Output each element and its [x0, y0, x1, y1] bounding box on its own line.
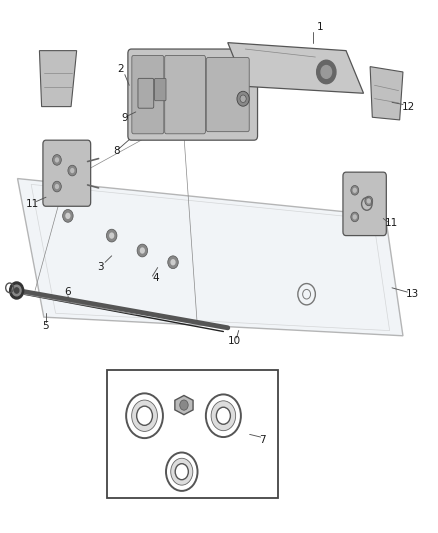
Text: 12: 12	[402, 102, 415, 111]
FancyBboxPatch shape	[165, 55, 205, 134]
Text: 11: 11	[385, 218, 398, 228]
Text: 4: 4	[152, 273, 159, 283]
Circle shape	[240, 95, 246, 102]
Text: 2: 2	[117, 64, 124, 74]
Circle shape	[351, 212, 359, 222]
Text: 10: 10	[228, 336, 241, 346]
Circle shape	[106, 229, 117, 242]
Circle shape	[70, 168, 74, 173]
Circle shape	[55, 157, 59, 163]
Circle shape	[12, 285, 21, 296]
Circle shape	[170, 259, 176, 265]
Circle shape	[53, 155, 61, 165]
FancyBboxPatch shape	[43, 140, 91, 206]
Circle shape	[65, 213, 71, 219]
Text: 8: 8	[113, 147, 120, 156]
Polygon shape	[18, 179, 403, 336]
Text: 5: 5	[42, 321, 49, 331]
Text: 7: 7	[259, 435, 266, 445]
Circle shape	[168, 256, 178, 269]
Circle shape	[237, 91, 249, 106]
Circle shape	[175, 464, 188, 480]
FancyBboxPatch shape	[206, 58, 249, 132]
Circle shape	[216, 407, 230, 424]
Text: 3: 3	[97, 262, 104, 271]
Circle shape	[10, 282, 24, 299]
Circle shape	[317, 60, 336, 84]
FancyBboxPatch shape	[155, 78, 166, 101]
Circle shape	[53, 181, 61, 192]
Circle shape	[351, 185, 359, 195]
Polygon shape	[175, 395, 193, 415]
Text: 11: 11	[26, 199, 39, 208]
Circle shape	[137, 406, 152, 425]
Text: 9: 9	[121, 114, 128, 123]
Circle shape	[367, 198, 371, 204]
Text: 1: 1	[316, 22, 323, 31]
Text: 6: 6	[64, 287, 71, 297]
Circle shape	[140, 247, 145, 254]
Circle shape	[211, 401, 236, 431]
Bar	[107, 370, 278, 498]
Polygon shape	[228, 43, 364, 93]
Circle shape	[55, 184, 59, 189]
Text: 13: 13	[406, 289, 419, 299]
Circle shape	[321, 66, 332, 78]
FancyBboxPatch shape	[132, 55, 164, 134]
Circle shape	[137, 244, 148, 257]
Circle shape	[63, 209, 73, 222]
FancyBboxPatch shape	[138, 78, 154, 108]
Circle shape	[180, 400, 188, 410]
Polygon shape	[39, 51, 77, 107]
Circle shape	[353, 214, 357, 220]
Circle shape	[14, 288, 19, 293]
Polygon shape	[370, 67, 403, 120]
FancyBboxPatch shape	[128, 49, 258, 140]
FancyBboxPatch shape	[343, 172, 386, 236]
Circle shape	[365, 196, 373, 206]
Circle shape	[171, 458, 193, 485]
Circle shape	[68, 165, 77, 176]
Circle shape	[132, 400, 157, 431]
Circle shape	[353, 188, 357, 193]
Circle shape	[109, 232, 114, 239]
